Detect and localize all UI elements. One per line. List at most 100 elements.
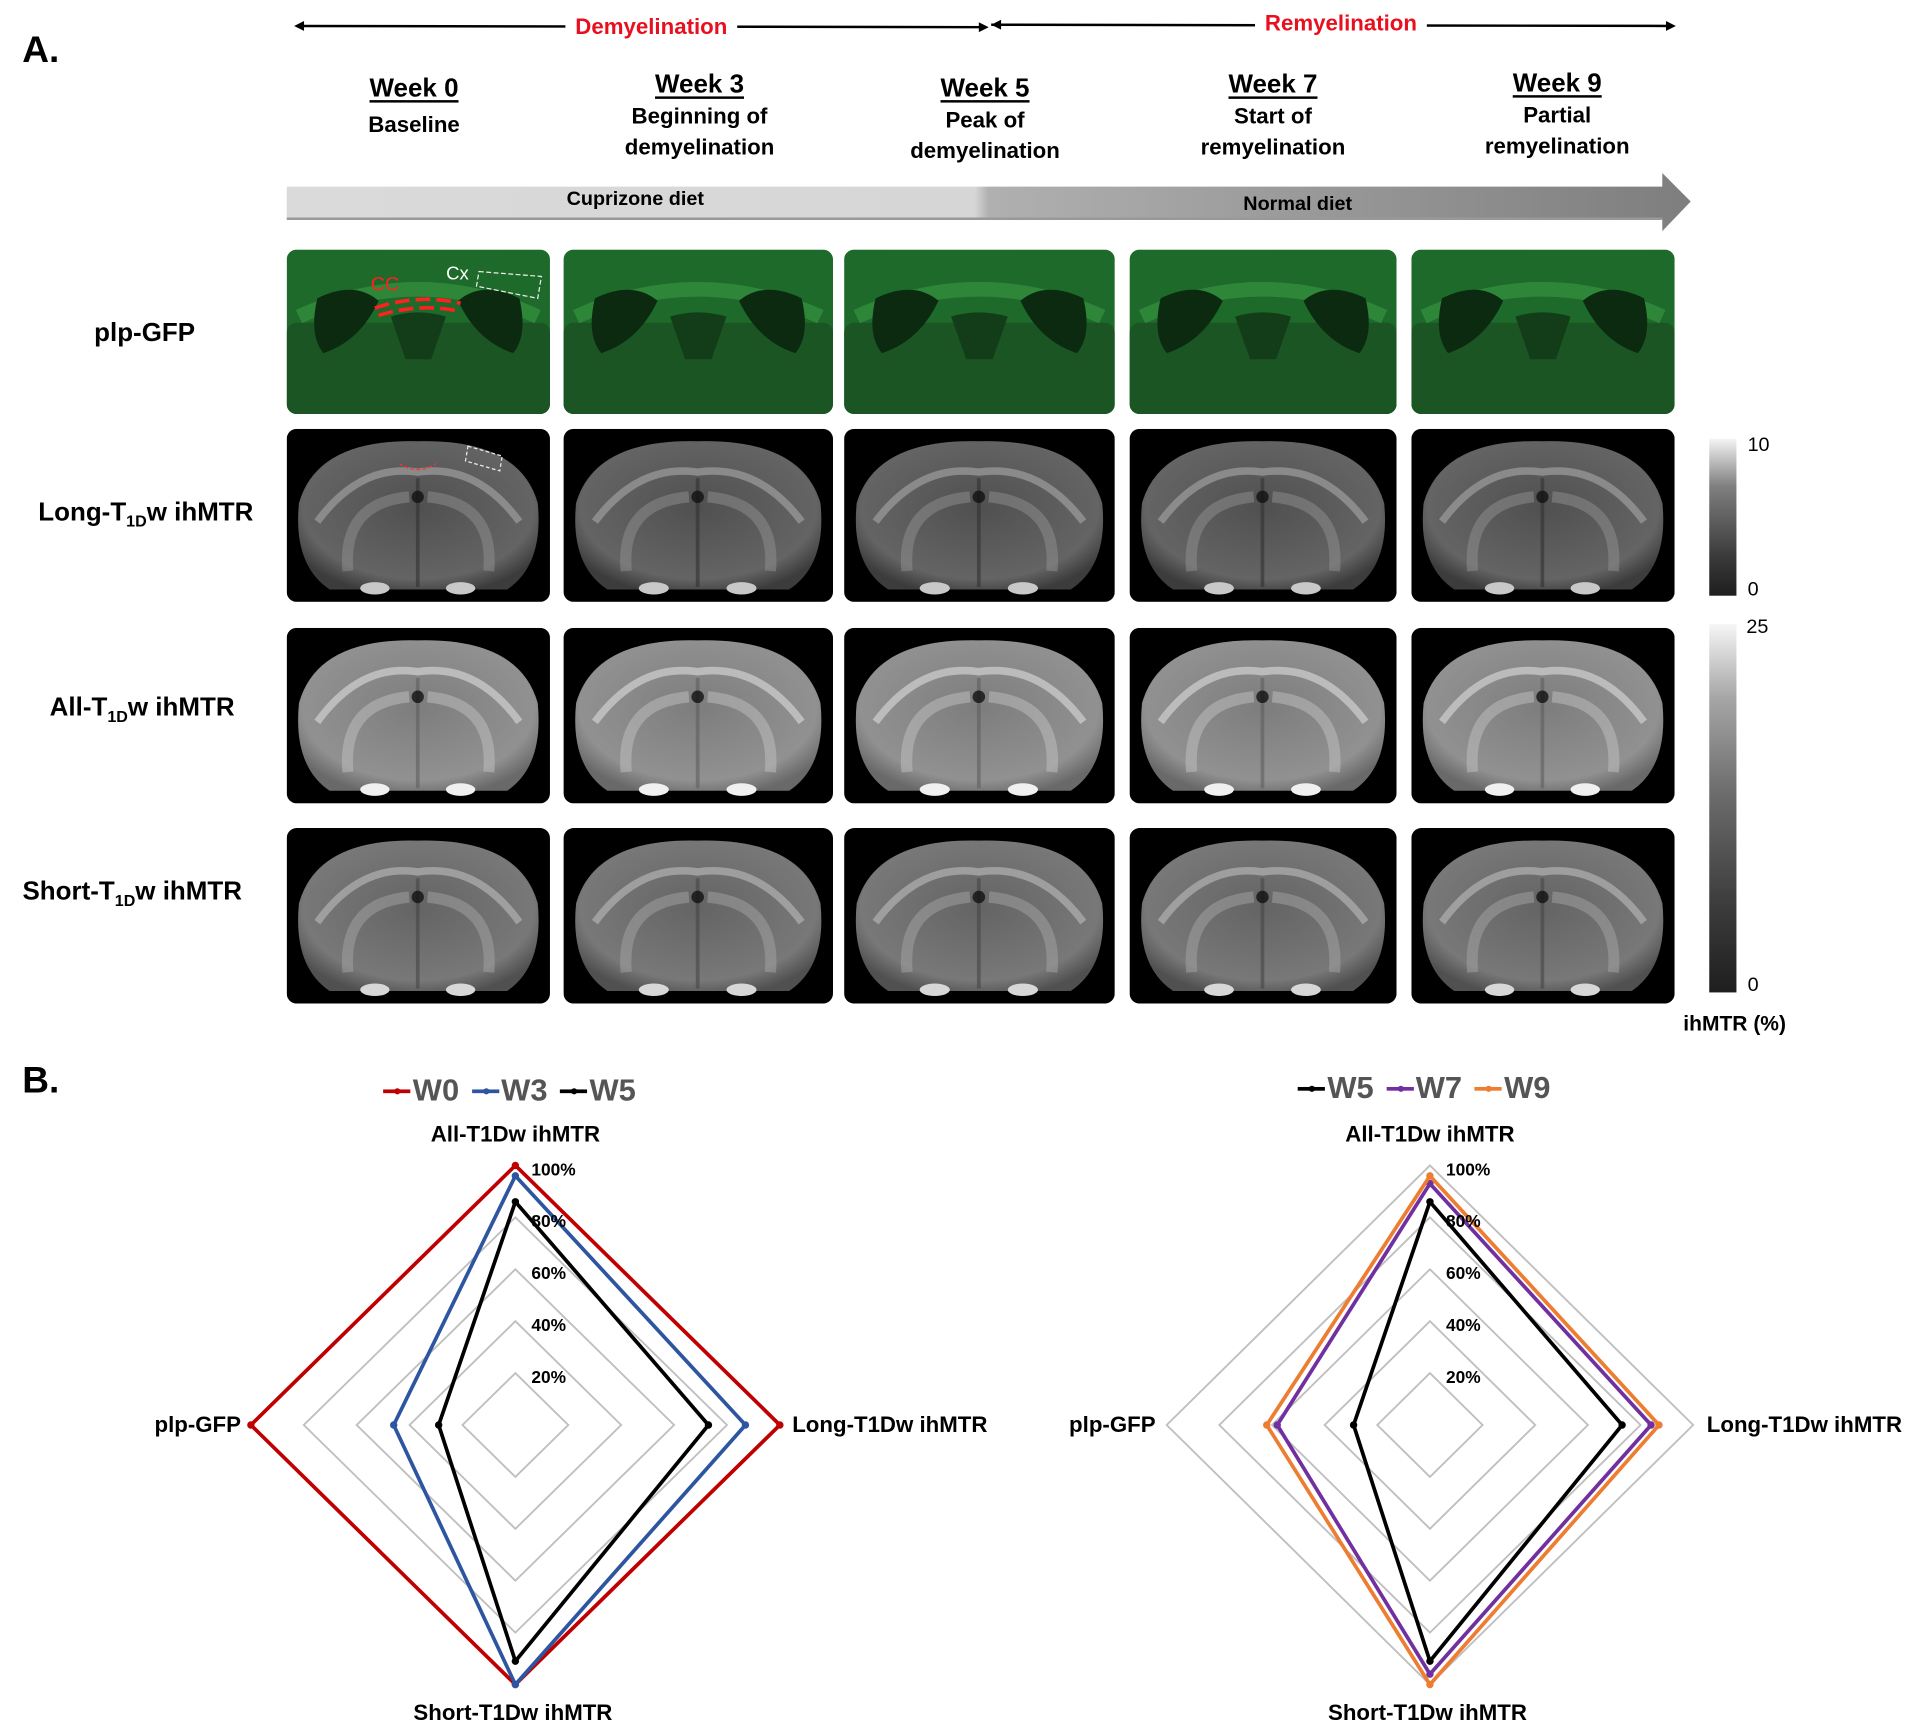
axis-label-all: All-T1Dw ihMTR — [1345, 1121, 1515, 1147]
point-W7 — [1273, 1421, 1281, 1429]
legend-label: W3 — [501, 1073, 548, 1108]
legend-label: W0 — [412, 1073, 460, 1108]
point-W0 — [511, 1161, 520, 1170]
image-long-t1dw-week-4 — [1411, 428, 1675, 602]
image-all-t1dw-week-1 — [563, 627, 833, 804]
grid-ring — [1323, 1319, 1537, 1531]
image-short-t1dw-week-2 — [844, 828, 1115, 1004]
legend-swatch — [383, 1088, 411, 1095]
week-desc: Peak of — [945, 107, 1025, 133]
grid-ring — [1270, 1267, 1590, 1583]
legend-item: W9 — [1474, 1071, 1550, 1107]
series-W0 — [248, 1162, 783, 1688]
image-plp-gfp-week-1 — [563, 249, 833, 415]
point-W5 — [511, 1198, 520, 1206]
image-plp-gfp-week-0 — [286, 249, 550, 415]
tick-label: 20% — [1446, 1367, 1481, 1387]
legend-label: W7 — [1415, 1070, 1463, 1106]
series-W7 — [1275, 1180, 1654, 1678]
colorbar-max: 10 — [1747, 435, 1770, 457]
tick-label: 80% — [531, 1211, 566, 1231]
row-label-subscript: 1D — [114, 891, 136, 910]
week-title: Week 3 — [655, 70, 745, 99]
week-title: Week 9 — [1512, 69, 1602, 98]
colorbar-long — [1709, 438, 1737, 596]
week-title: Week 5 — [940, 74, 1030, 103]
legend-right: W5 W7 W9 — [1297, 1071, 1550, 1107]
week-desc: demyelination — [910, 138, 1060, 164]
image-all-t1dw-week-3 — [1129, 627, 1397, 804]
diet-normal: Normal diet — [1243, 194, 1353, 216]
week-header: Week 9 Partial remyelination — [1485, 69, 1630, 160]
tick-label: 40% — [1446, 1315, 1481, 1335]
image-long-t1dw-week-0 — [286, 428, 550, 602]
week-header: Week 7 Start of remyelination — [1201, 70, 1346, 161]
arrowhead-left-icon — [294, 21, 305, 31]
grid-ring — [1375, 1371, 1484, 1479]
week-desc: demyelination — [624, 134, 775, 160]
colorbar-unit: ihMTR (%) — [1683, 1012, 1786, 1036]
point-W5 — [511, 1657, 520, 1665]
tick-label: 20% — [531, 1367, 566, 1387]
phase-remyelination: Remyelination — [1255, 10, 1427, 37]
annotation-cx: Cx — [446, 263, 469, 285]
row-label-text: plp-GFP — [94, 318, 196, 348]
legend-left: W0 W3 W5 — [383, 1073, 636, 1109]
week-desc: Beginning of — [631, 103, 768, 129]
legend-label: W9 — [1504, 1070, 1551, 1106]
row-label-text: All-T — [49, 693, 108, 722]
image-long-t1dw-week-1 — [563, 428, 833, 602]
image-short-t1dw-week-3 — [1129, 828, 1397, 1004]
tick-label: 100% — [1446, 1159, 1490, 1179]
point-W5 — [434, 1421, 443, 1429]
point-W5 — [1618, 1421, 1626, 1429]
legend-item: W0 — [383, 1073, 459, 1109]
row-label-text: w ihMTR — [146, 498, 254, 527]
legend-swatch — [471, 1088, 499, 1095]
series-W3 — [391, 1172, 748, 1688]
legend-swatch — [559, 1088, 588, 1095]
axis-label-long: Long-T1Dw ihMTR — [792, 1412, 988, 1437]
week-header: Week 0 Baseline — [368, 74, 460, 140]
arrowhead-right-icon — [1665, 21, 1676, 31]
grid-ring — [1218, 1216, 1642, 1634]
image-all-t1dw-week-4 — [1411, 627, 1675, 804]
image-plp-gfp-week-4 — [1411, 249, 1675, 415]
point-W5 — [1426, 1657, 1434, 1665]
point-W9 — [1426, 1172, 1434, 1180]
tick-label: 80% — [1446, 1211, 1481, 1231]
grid-ring — [461, 1371, 570, 1479]
colorbar-max: 25 — [1746, 616, 1769, 638]
point-W5 — [704, 1421, 713, 1429]
axis-label-plp: plp-GFP — [154, 1412, 242, 1437]
point-W3 — [511, 1172, 520, 1180]
image-long-t1dw-week-3 — [1129, 428, 1397, 602]
legend-item: W7 — [1386, 1071, 1462, 1107]
point-W9 — [1655, 1421, 1663, 1429]
legend-swatch — [1386, 1085, 1414, 1092]
grid-ring — [249, 1164, 782, 1686]
colorbar-min: 0 — [1747, 975, 1759, 997]
axis-label-plp: plp-GFP — [1069, 1412, 1156, 1437]
point-W7 — [1426, 1670, 1434, 1678]
panel-b-letter: B. — [22, 1060, 60, 1102]
point-W3 — [741, 1421, 750, 1429]
annotation-cc: CC — [370, 274, 400, 296]
week-desc: Baseline — [368, 112, 460, 138]
point-W0 — [247, 1421, 255, 1429]
week-title: Week 7 — [1228, 70, 1318, 99]
axis-label-long: Long-T1Dw ihMTR — [1706, 1412, 1903, 1437]
axis-label-all: All-T1Dw ihMTR — [430, 1121, 601, 1147]
diet-cuprizone: Cuprizone diet — [566, 189, 704, 211]
point-W9 — [1263, 1421, 1271, 1429]
grid-ring — [302, 1216, 729, 1634]
grid-ring — [408, 1319, 623, 1531]
row-label-long-t1dw: Long-T1Dw ihMTR — [38, 498, 253, 530]
week-desc: Start of — [1234, 103, 1312, 129]
image-plp-gfp-week-2 — [844, 249, 1115, 415]
legend-item: W5 — [559, 1073, 636, 1109]
row-label-short-t1dw: Short-T1Dw ihMTR — [22, 877, 242, 909]
legend-swatch — [1297, 1085, 1325, 1092]
image-long-t1dw-week-2 — [844, 428, 1115, 602]
